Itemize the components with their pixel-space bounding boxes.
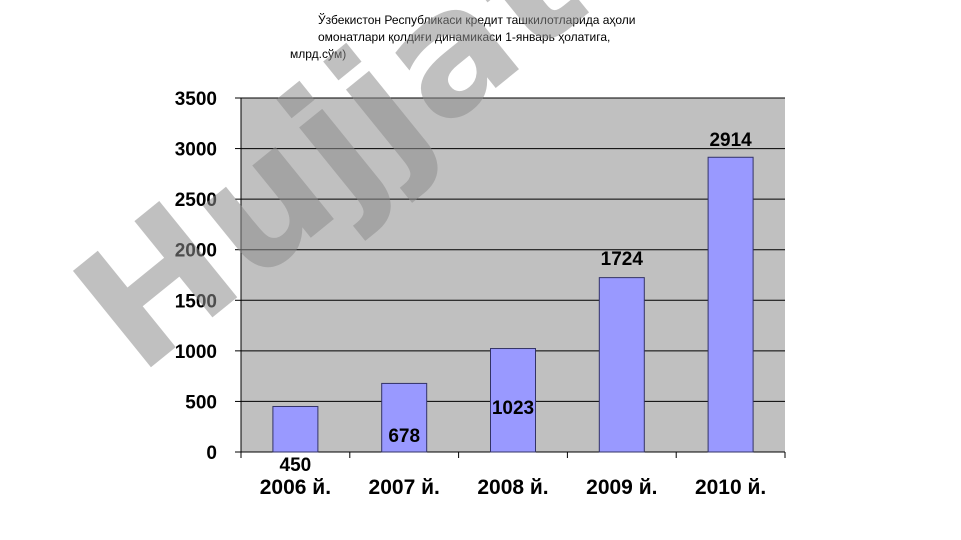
y-tick-label: 500 [185,392,217,413]
data-label: 678 [388,426,420,447]
chart-title: Ўзбекистон Республикаси кредит ташкилотл… [290,12,730,63]
x-tick-label: 2009 й. [586,476,657,499]
chart-title-line-3: млрд.сўм) [290,47,347,61]
y-tick-label: 1000 [175,342,217,363]
bar [490,348,536,453]
bar [598,277,645,453]
data-label: 1724 [601,249,644,270]
y-tick-label: 3500 [175,89,217,110]
chart-title-line-2: омонатлари қолдиғи динамикаси 1-январь ҳ… [318,30,611,44]
bar [272,405,319,453]
data-label: 2914 [709,130,752,151]
x-tick-label: 2007 й. [369,476,440,499]
y-tick-label: 1500 [175,291,217,312]
bar [381,382,428,453]
y-tick-label: 3000 [175,140,217,161]
y-tick-label: 0 [206,443,217,464]
data-label: 1023 [492,398,534,419]
x-tick-label: 2010 й. [695,476,766,499]
data-label: 450 [280,455,312,476]
y-tick-label: 2000 [175,241,217,262]
x-tick-label: 2008 й. [477,476,548,499]
y-tick-label: 2500 [175,190,217,211]
x-tick-label: 2006 й. [260,476,331,499]
bar [707,156,754,453]
chart-title-line-1: Ўзбекистон Республикаси кредит ташкилотл… [318,13,636,27]
